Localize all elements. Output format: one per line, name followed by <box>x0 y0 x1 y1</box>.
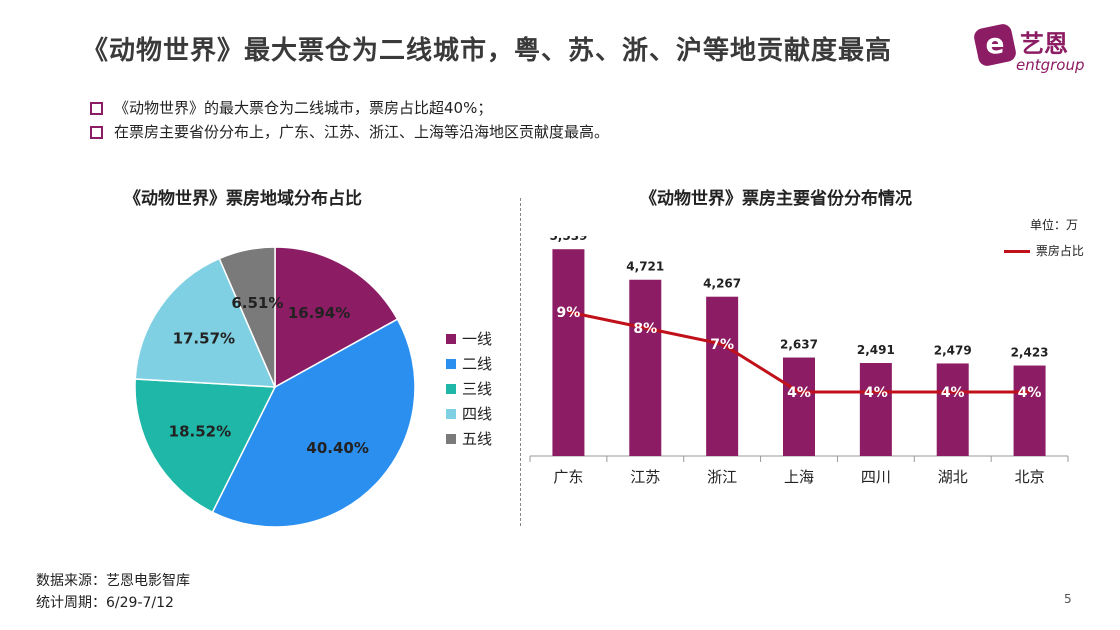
pie-slice-label: 40.40% <box>306 439 368 457</box>
share-line <box>568 310 1030 394</box>
category-label: 湖北 <box>938 468 968 486</box>
bar-上海 <box>783 357 815 456</box>
logo-chinese-name: 艺恩 <box>1020 30 1068 58</box>
pie-legend-item: 三线 <box>446 379 492 404</box>
bullet-text: 《动物世界》的最大票仓为二线城市，票房占比超40%； <box>114 99 493 117</box>
stat-period: 统计周期：6/29-7/12 <box>36 595 174 611</box>
share-label: 4% <box>941 385 965 401</box>
pie-legend: 一线二线三线四线五线 <box>446 329 492 454</box>
pie-legend-item: 四线 <box>446 404 492 429</box>
category-label: 浙江 <box>707 468 737 486</box>
legend-swatch <box>446 434 456 444</box>
category-label: 四川 <box>861 468 891 486</box>
category-label: 北京 <box>1015 468 1045 486</box>
pie-slice-label: 6.51% <box>231 294 283 312</box>
legend-swatch <box>446 384 456 394</box>
bar-江苏 <box>629 279 662 456</box>
legend-label: 四线 <box>462 405 493 423</box>
pie-slice-label: 16.94% <box>288 304 350 322</box>
category-label: 广东 <box>553 468 583 486</box>
bar-value-label: 2,491 <box>857 343 895 357</box>
share-label: 9% <box>557 305 581 321</box>
pie-chart: 16.94% 40.40% 18.52% 17.57% 6.51% <box>134 246 416 528</box>
share-label: 4% <box>787 385 811 401</box>
unit-label: 单位：万 <box>1030 218 1079 232</box>
bar-四川 <box>859 363 892 456</box>
pie-slice-一线 <box>274 246 399 389</box>
pie-legend-item: 一线 <box>446 329 492 354</box>
bar-浙江 <box>706 296 739 456</box>
bar-value-label: 5,539 <box>549 236 587 243</box>
square-bullet-icon <box>90 102 103 115</box>
page-number: 5 <box>1064 592 1072 606</box>
pie-slice-label: 18.52% <box>169 423 231 441</box>
summary-bullets: 《动物世界》的最大票仓为二线城市，票房占比超40%； 在票房主要省份分布上，广东… <box>90 96 609 144</box>
pie-slice-四线 <box>134 257 277 388</box>
bar-value-label: 2,637 <box>780 338 818 352</box>
bar-value-label: 2,479 <box>934 343 972 357</box>
category-label: 江苏 <box>630 468 660 486</box>
bar-value-label: 4,721 <box>626 260 664 274</box>
bar-北京 <box>1013 365 1046 456</box>
pie-slice-label: 17.57% <box>173 329 235 347</box>
footer: 数据来源：艺恩电影智库 统计周期：6/29-7/12 <box>36 570 190 614</box>
bar-line-chart: 5,539 广东 4,721 江苏 4,267 浙江 2,637 上海 2,491 四川 2,479… <box>529 236 1069 486</box>
bar-value-label: 2,423 <box>1011 346 1049 360</box>
category-label: 上海 <box>784 468 814 486</box>
bullet-item: 《动物世界》的最大票仓为二线城市，票房占比超40%； <box>90 96 609 120</box>
legend-label: 二线 <box>462 355 493 373</box>
page-title: 《动物世界》最大票仓为二线城市，粤、苏、浙、沪等地贡献度最高 <box>82 36 893 66</box>
square-bullet-icon <box>90 126 103 139</box>
legend-label: 一线 <box>462 330 493 348</box>
bar-chart-title: 《动物世界》票房主要省份分布情况 <box>640 189 912 209</box>
legend-swatch <box>446 334 456 344</box>
share-label: 8% <box>633 321 657 337</box>
bar-广东 <box>552 249 585 456</box>
share-label: 7% <box>710 337 734 353</box>
share-label: 4% <box>864 385 888 401</box>
bullet-item: 在票房主要省份分布上，广东、江苏、浙江、上海等沿海地区贡献度最高。 <box>90 120 609 144</box>
line-legend-swatch <box>1004 250 1030 253</box>
bullet-text: 在票房主要省份分布上，广东、江苏、浙江、上海等沿海地区贡献度最高。 <box>114 123 610 141</box>
pie-chart-title: 《动物世界》票房地域分布占比 <box>124 189 362 209</box>
line-legend-label: 票房占比 <box>1035 244 1084 258</box>
pie-legend-item: 二线 <box>446 354 492 379</box>
bar-value-label: 4,267 <box>703 277 741 291</box>
legend-swatch <box>446 409 456 419</box>
chart-divider <box>520 198 521 526</box>
pie-legend-item: 五线 <box>446 429 492 454</box>
pie-slice-二线 <box>211 318 416 528</box>
legend-label: 三线 <box>462 380 493 398</box>
share-label: 4% <box>1018 385 1042 401</box>
legend-swatch <box>446 359 456 369</box>
line-legend: 票房占比 <box>1004 242 1084 259</box>
legend-label: 五线 <box>462 430 493 448</box>
pie-slice-三线 <box>134 378 277 514</box>
bar-湖北 <box>936 363 969 456</box>
logo-english-name: entgroup <box>1016 56 1085 74</box>
entgroup-logo: e 艺恩 entgroup <box>972 22 1106 78</box>
data-source: 数据来源：艺恩电影智库 <box>36 573 190 589</box>
pie-slice-五线 <box>218 246 276 388</box>
logo-glyph: e <box>985 27 1005 60</box>
